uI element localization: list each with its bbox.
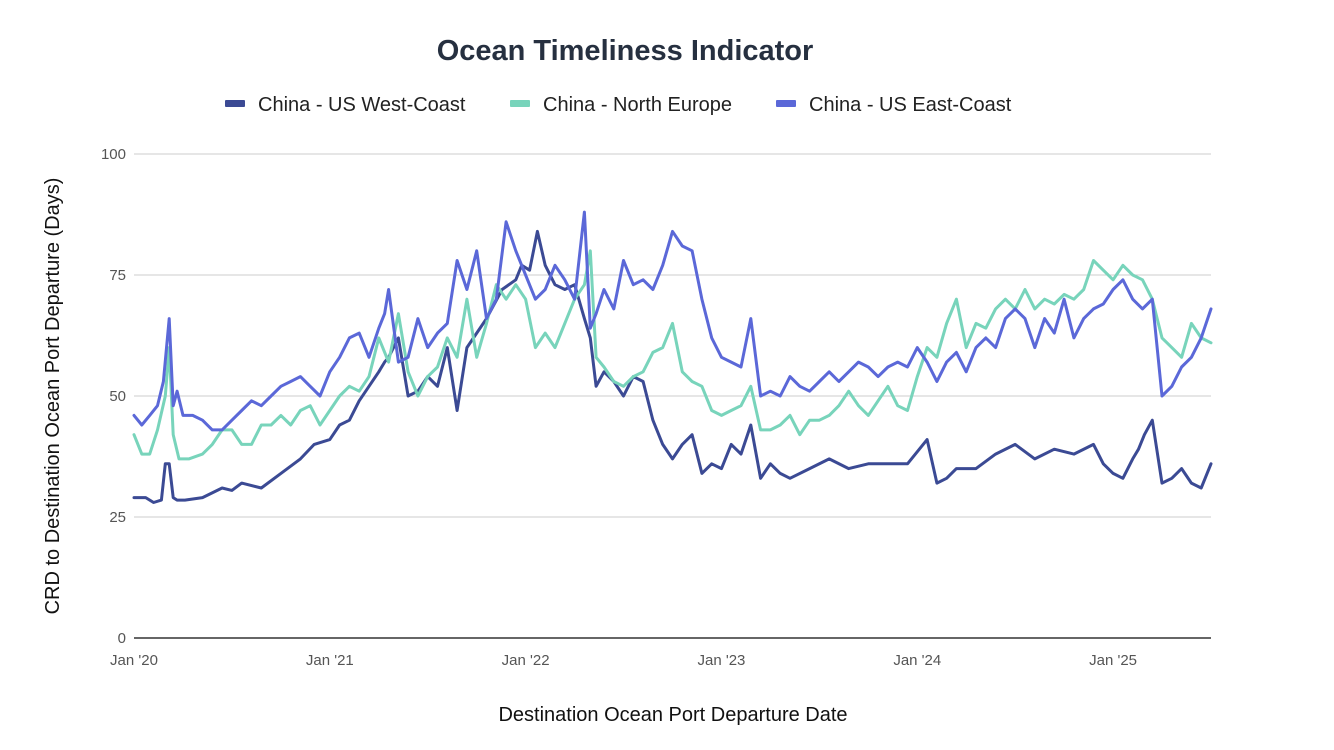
series-line-china-us-east-coast[interactable] bbox=[132, 210, 1213, 432]
x-axis-title: Destination Ocean Port Departure Date bbox=[498, 704, 847, 726]
legend-swatch-us-west-coast bbox=[225, 100, 245, 107]
legend-label-north-europe: China - North Europe bbox=[543, 94, 732, 116]
legend-label-us-east-coast: China - US East-Coast bbox=[809, 94, 1012, 116]
y-tick-label: 100 bbox=[101, 146, 126, 163]
x-tick-label: Jan '25 bbox=[1089, 652, 1137, 669]
chart-title: Ocean Timeliness Indicator bbox=[437, 35, 814, 67]
plot-area bbox=[132, 210, 1213, 504]
series-line-china-north-europe[interactable] bbox=[132, 249, 1213, 461]
x-tick-label: Jan '22 bbox=[502, 652, 550, 669]
x-tick-label: Jan '23 bbox=[698, 652, 746, 669]
legend-swatch-us-east-coast bbox=[776, 100, 796, 107]
legend-item-us-east-coast[interactable]: China - US East-Coast bbox=[776, 94, 1012, 116]
y-tick-label: 25 bbox=[109, 509, 126, 526]
y-axis-ticks: 0 25 50 75 100 bbox=[101, 146, 126, 647]
legend: China - US West-Coast China - North Euro… bbox=[225, 94, 1012, 116]
x-tick-label: Jan '24 bbox=[893, 652, 941, 669]
legend-swatch-north-europe bbox=[510, 100, 530, 107]
y-tick-label: 0 bbox=[118, 630, 126, 647]
x-tick-label: Jan '21 bbox=[306, 652, 354, 669]
y-tick-label: 50 bbox=[109, 388, 126, 405]
y-tick-label: 75 bbox=[109, 267, 126, 284]
y-axis-title: CRD to Destination Ocean Port Departure … bbox=[42, 178, 64, 615]
series-line-china-us-west-coast[interactable] bbox=[132, 229, 1213, 504]
x-tick-label: Jan '20 bbox=[110, 652, 158, 669]
gridlines bbox=[134, 153, 1211, 639]
legend-item-north-europe[interactable]: China - North Europe bbox=[510, 94, 732, 116]
x-axis-ticks: Jan '20 Jan '21 Jan '22 Jan '23 Jan '24 Jan '… bbox=[110, 652, 1137, 669]
legend-item-us-west-coast[interactable]: China - US West-Coast bbox=[225, 94, 466, 116]
legend-label-us-west-coast: China - US West-Coast bbox=[258, 94, 466, 116]
